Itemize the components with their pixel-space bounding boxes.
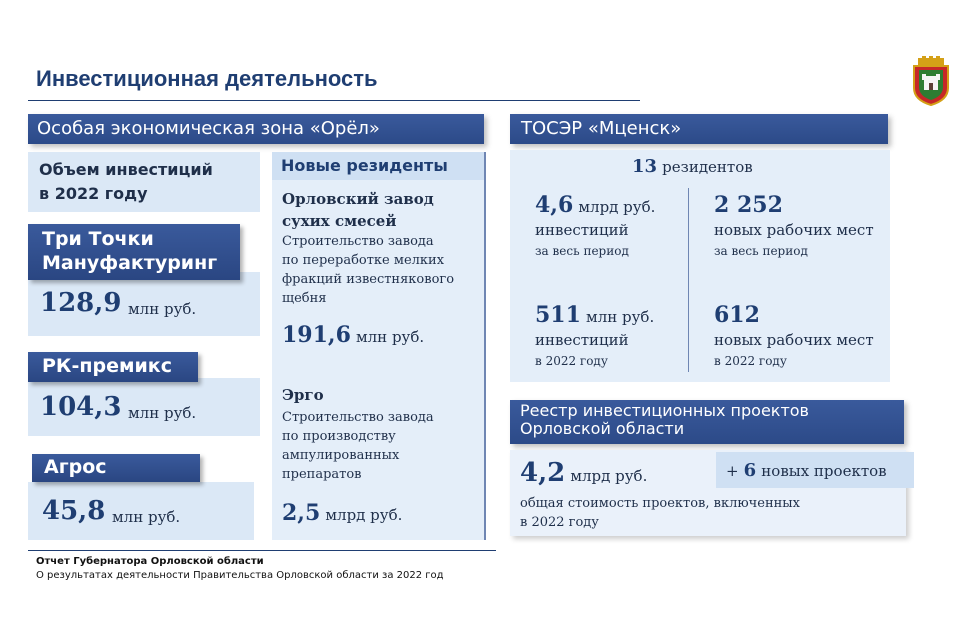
- registry-unit: млрд руб.: [570, 467, 648, 485]
- resident-desc-line: Строительство завода: [282, 410, 434, 425]
- stat-label: новых рабочих мест: [714, 221, 874, 239]
- new-residents-panel: [272, 152, 484, 540]
- resident-value-row: 2,5 млрд руб.: [282, 500, 402, 526]
- tosar-panel: [510, 150, 890, 382]
- resident-value-row: 191,6 млн руб.: [282, 322, 424, 348]
- investment-volume-label-box: Объем инвестиций в 2022 году: [28, 152, 260, 212]
- new-projects-badge: + 6 новых проектов: [716, 452, 914, 488]
- orel-coat-of-arms-icon: [913, 56, 949, 106]
- resident-description: Строительство завода по переработке мелк…: [282, 232, 454, 308]
- stat-value: 4,6: [535, 192, 574, 218]
- resident-description: Строительство завода по производству амп…: [282, 408, 434, 484]
- registry-title-line1: Реестр инвестиционных проектов: [520, 401, 809, 420]
- resident-desc-line: по производству: [282, 429, 396, 444]
- tosar-stat: 612 новых рабочих мест в 2022 году: [714, 302, 874, 368]
- tosar-header-band: ТОСЭР «Мценск»: [510, 114, 888, 144]
- sez-title: Особая экономическая зона «Орёл»: [37, 118, 380, 139]
- registry-value: 4,2: [520, 458, 566, 488]
- company-name-line2: Мануфактуринг: [42, 252, 218, 274]
- new-projects-label: новых проектов: [761, 462, 887, 480]
- resident-value: 2,5: [282, 500, 321, 526]
- resident-name-line2: сухих смесей: [282, 212, 397, 230]
- new-projects-count: 6: [743, 460, 757, 481]
- new-residents-header: Новые резиденты: [272, 152, 484, 180]
- resident-value: 191,6: [282, 322, 351, 348]
- registry-value-row: 4,2 млрд руб.: [520, 458, 647, 488]
- stat-label: новых рабочих мест: [714, 331, 874, 349]
- company-unit: млн руб.: [128, 404, 197, 422]
- tosar-stat: 4,6 млрд руб. инвестиций за весь период: [535, 192, 655, 258]
- company-unit: млн руб.: [112, 508, 181, 526]
- sez-header-band: Особая экономическая зона «Орёл»: [28, 114, 484, 144]
- company-name-line1: РК-премикс: [42, 355, 172, 377]
- tosar-stat-divider: [688, 188, 689, 372]
- company-value-box: 128,9 млн руб.: [28, 272, 260, 336]
- stat-period: за весь период: [535, 244, 629, 258]
- stat-unit: млрд руб.: [578, 198, 656, 216]
- resident-unit: млн руб.: [355, 328, 425, 346]
- stat-unit: млн руб.: [586, 308, 655, 326]
- stat-label: инвестиций: [535, 221, 629, 239]
- registry-description: общая стоимость проектов, включенных в 2…: [520, 494, 800, 532]
- company-name-line1: Агрос: [44, 456, 107, 478]
- registry-desc-line1: общая стоимость проектов, включенных: [520, 496, 800, 511]
- company-name-tag: Агрос: [32, 454, 200, 482]
- tosar-residents-row: 13 резидентов: [632, 156, 753, 177]
- resident-name-line1: Орловский завод: [282, 190, 434, 208]
- company-name-tag: РК-премикс: [28, 352, 198, 382]
- company-value-box: 45,8 млн руб.: [28, 482, 254, 540]
- tosar-stat: 2 252 новых рабочих мест за весь период: [714, 192, 874, 258]
- stat-value: 612: [714, 302, 760, 328]
- company-value: 45,8: [42, 496, 106, 526]
- company-name-line1: Три Точки: [42, 228, 154, 250]
- resident-unit: млрд руб.: [325, 506, 403, 524]
- new-residents-border: [484, 152, 486, 540]
- new-residents-title: Новые резиденты: [281, 156, 448, 175]
- stat-period: за весь период: [714, 244, 808, 258]
- stat-period: в 2022 году: [535, 354, 608, 368]
- company-name-tag: Три Точки Мануфактуринг: [28, 224, 240, 280]
- volume-label-line1: Объем инвестиций: [39, 160, 213, 179]
- page-title: Инвестиционная деятельность: [36, 66, 378, 91]
- company-value: 128,9: [40, 288, 122, 318]
- resident-desc-line: щебня: [282, 291, 327, 306]
- registry-title-line2: Орловской области: [520, 419, 685, 438]
- title-divider: [28, 100, 640, 101]
- tosar-stat: 511 млн руб. инвестиций в 2022 году: [535, 302, 654, 368]
- registry-header-band: Реестр инвестиционных проектов Орловской…: [510, 400, 904, 444]
- tosar-residents-count: 13: [632, 156, 658, 177]
- footer-line1: Отчет Губернатора Орловской области: [36, 556, 264, 567]
- new-projects-prefix: +: [726, 462, 739, 480]
- stat-label: инвестиций: [535, 331, 629, 349]
- stat-value: 511: [535, 302, 581, 328]
- tosar-residents-label: резидентов: [662, 158, 753, 176]
- resident-desc-line: Строительство завода: [282, 234, 434, 249]
- registry-title: Реестр инвестиционных проектов Орловской…: [520, 402, 809, 438]
- volume-label-line2: в 2022 году: [39, 184, 148, 203]
- resident-desc-line: препаратов: [282, 467, 362, 482]
- resident-desc-line: ампулированных: [282, 448, 400, 463]
- resident-name: Эрго: [282, 386, 324, 404]
- footer-line2: О результатах деятельности Правительства…: [36, 570, 444, 581]
- company-value: 104,3: [40, 392, 122, 422]
- stat-period: в 2022 году: [714, 354, 787, 368]
- footer-divider: [28, 550, 496, 551]
- company-unit: млн руб.: [128, 300, 197, 318]
- resident-desc-line: по переработке мелких: [282, 253, 445, 268]
- company-value-box: 104,3 млн руб.: [28, 378, 260, 436]
- tosar-title: ТОСЭР «Мценск»: [521, 118, 682, 139]
- resident-name: Орловский завод сухих смесей: [282, 188, 434, 232]
- resident-desc-line: фракций известнякового: [282, 272, 455, 287]
- stat-value: 2 252: [714, 192, 783, 218]
- registry-desc-line2: в 2022 году: [520, 515, 599, 530]
